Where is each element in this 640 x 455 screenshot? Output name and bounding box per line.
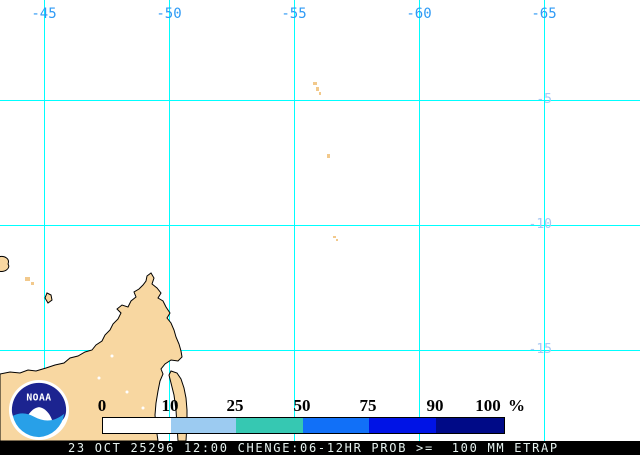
longitude-label: -55 [281,6,307,22]
islet-speck [31,282,34,285]
colorbar-tick-label: 10 [161,396,179,415]
grid-line-horizontal [0,100,640,101]
colorbar-unit-label: % [508,396,525,415]
status-bar: 23 OCT 25296 12:00 CHENGE:06-12HR PROB >… [0,441,640,455]
colorbar-segment [436,418,504,433]
noaa-logo-text: NOAA [26,392,51,403]
latitude-label: -5 [536,91,552,107]
islet-speck [333,236,336,238]
noaa-logo: NOAA [8,379,70,441]
colorbar-tick-label: 75 [359,396,377,415]
islet-speck [316,87,319,91]
colorbar-segment [236,418,303,433]
grid-line-vertical [419,0,420,441]
islet-speck [319,92,321,95]
latitude-label: -15 [528,341,552,357]
islet-speck [336,239,338,241]
grid-line-horizontal [0,350,640,351]
latitude-label: -10 [528,216,552,232]
grid-line-vertical [544,0,545,441]
grid-line-vertical [169,0,170,441]
islet-speck [313,82,317,85]
colorbar-segment [103,418,171,433]
inland-lake [125,390,129,394]
longitude-label: -50 [156,6,182,22]
islet-speck [25,277,30,281]
status-bar-text: 23 OCT 25296 12:00 CHENGE:06-12HR PROB >… [68,441,559,455]
island-nw-2 [44,292,53,304]
colorbar-tick-label: 50 [293,396,311,415]
islet-speck [327,154,330,158]
probability-colorbar [102,417,505,434]
longitude-label: -65 [531,6,557,22]
colorbar-tick-label: 100 [475,396,501,415]
colorbar-segment [171,418,236,433]
grid-line-horizontal [0,225,640,226]
colorbar-segment [369,418,436,433]
colorbar-tick-label: 25 [226,396,244,415]
colorbar-tick-label: 90 [426,396,444,415]
grid-line-vertical [294,0,295,441]
colorbar-tick-label: 0 [97,396,107,415]
longitude-label: -60 [406,6,432,22]
colorbar-segment [303,418,369,433]
inland-lake [141,406,145,410]
grid-line-vertical [44,0,45,441]
longitude-label: -45 [31,6,57,22]
island-nw-1 [0,256,10,272]
inland-lake [97,376,101,380]
inland-lake [110,354,114,358]
